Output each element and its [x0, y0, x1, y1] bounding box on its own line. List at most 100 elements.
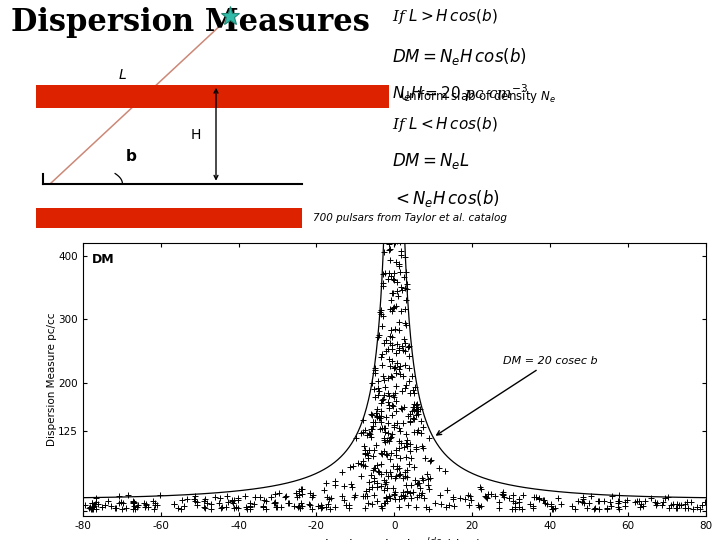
Point	[343, 501, 354, 509]
Point	[425, 456, 436, 465]
Point	[382, 225, 393, 234]
Point	[191, 501, 202, 509]
Point	[384, 362, 396, 370]
Point	[528, 493, 540, 502]
Point	[140, 501, 152, 509]
Point	[441, 486, 452, 495]
Point	[506, 504, 518, 513]
Point	[455, 494, 467, 502]
Point	[465, 495, 477, 504]
Point	[388, 226, 400, 235]
Point	[307, 491, 318, 500]
Point	[368, 464, 379, 472]
Point	[414, 483, 426, 492]
Point	[413, 478, 425, 487]
Point	[464, 491, 476, 500]
Point	[410, 405, 421, 414]
Point	[378, 376, 390, 384]
X-axis label: Galactic Latitude  $^{lde}$ (deg): Galactic Latitude $^{lde}$ (deg)	[306, 536, 482, 540]
Point	[404, 409, 415, 418]
Point	[390, 349, 402, 357]
Point	[89, 500, 101, 508]
Point	[341, 501, 352, 510]
Point	[85, 505, 96, 514]
Point	[388, 421, 400, 430]
Point	[102, 497, 114, 506]
Point	[412, 400, 423, 408]
Point	[410, 400, 421, 409]
Point	[378, 476, 390, 484]
Point	[538, 496, 549, 504]
Point	[392, 278, 403, 286]
Point	[384, 400, 395, 409]
Point	[369, 464, 380, 472]
Point	[480, 492, 492, 501]
Point	[357, 491, 369, 500]
Point	[189, 491, 201, 500]
Point	[336, 468, 348, 477]
Point	[423, 505, 435, 514]
Point	[296, 490, 307, 499]
Point	[372, 383, 384, 392]
Point	[91, 493, 102, 502]
Point	[639, 497, 651, 505]
Point	[389, 236, 400, 245]
Point	[372, 391, 384, 400]
Point	[385, 326, 397, 335]
Point	[400, 296, 412, 305]
Point	[397, 229, 409, 238]
Point	[665, 501, 677, 510]
Point	[359, 426, 371, 434]
Point	[513, 498, 525, 507]
Point	[528, 502, 539, 510]
Point	[374, 424, 385, 433]
Point	[377, 282, 389, 291]
Point	[401, 435, 413, 444]
Point	[650, 500, 662, 509]
Point	[395, 283, 407, 292]
Point	[91, 505, 102, 514]
Point	[384, 305, 396, 313]
Point	[115, 497, 127, 506]
Point	[408, 463, 420, 471]
Point	[402, 412, 414, 421]
Point	[117, 504, 128, 513]
Point	[482, 489, 493, 498]
Point	[403, 351, 415, 360]
Point	[199, 503, 210, 511]
Point	[228, 504, 239, 512]
Point	[398, 273, 410, 281]
Point	[409, 383, 420, 391]
Point	[400, 321, 412, 329]
Text: H: H	[191, 129, 201, 143]
Point	[390, 238, 401, 246]
Point	[384, 338, 395, 347]
Point	[621, 496, 632, 505]
Point	[649, 498, 660, 507]
Point	[205, 504, 217, 513]
Point	[305, 489, 316, 497]
Point	[168, 500, 179, 509]
Point	[517, 490, 528, 499]
Point	[390, 445, 402, 454]
Point	[397, 346, 409, 355]
Point	[363, 498, 374, 507]
Point	[423, 434, 434, 443]
Point	[382, 275, 393, 284]
Point	[384, 455, 395, 463]
Point	[402, 342, 414, 351]
Point	[395, 454, 406, 463]
Point	[418, 423, 429, 431]
Point	[192, 498, 203, 507]
Point	[493, 497, 505, 506]
Point	[176, 496, 187, 504]
Point	[581, 504, 593, 512]
Point	[338, 482, 350, 491]
Point	[366, 433, 377, 441]
Point	[691, 503, 703, 511]
Point	[391, 214, 402, 222]
Point	[384, 225, 396, 233]
Point	[380, 335, 392, 344]
Point	[429, 499, 441, 508]
Point	[258, 496, 269, 504]
